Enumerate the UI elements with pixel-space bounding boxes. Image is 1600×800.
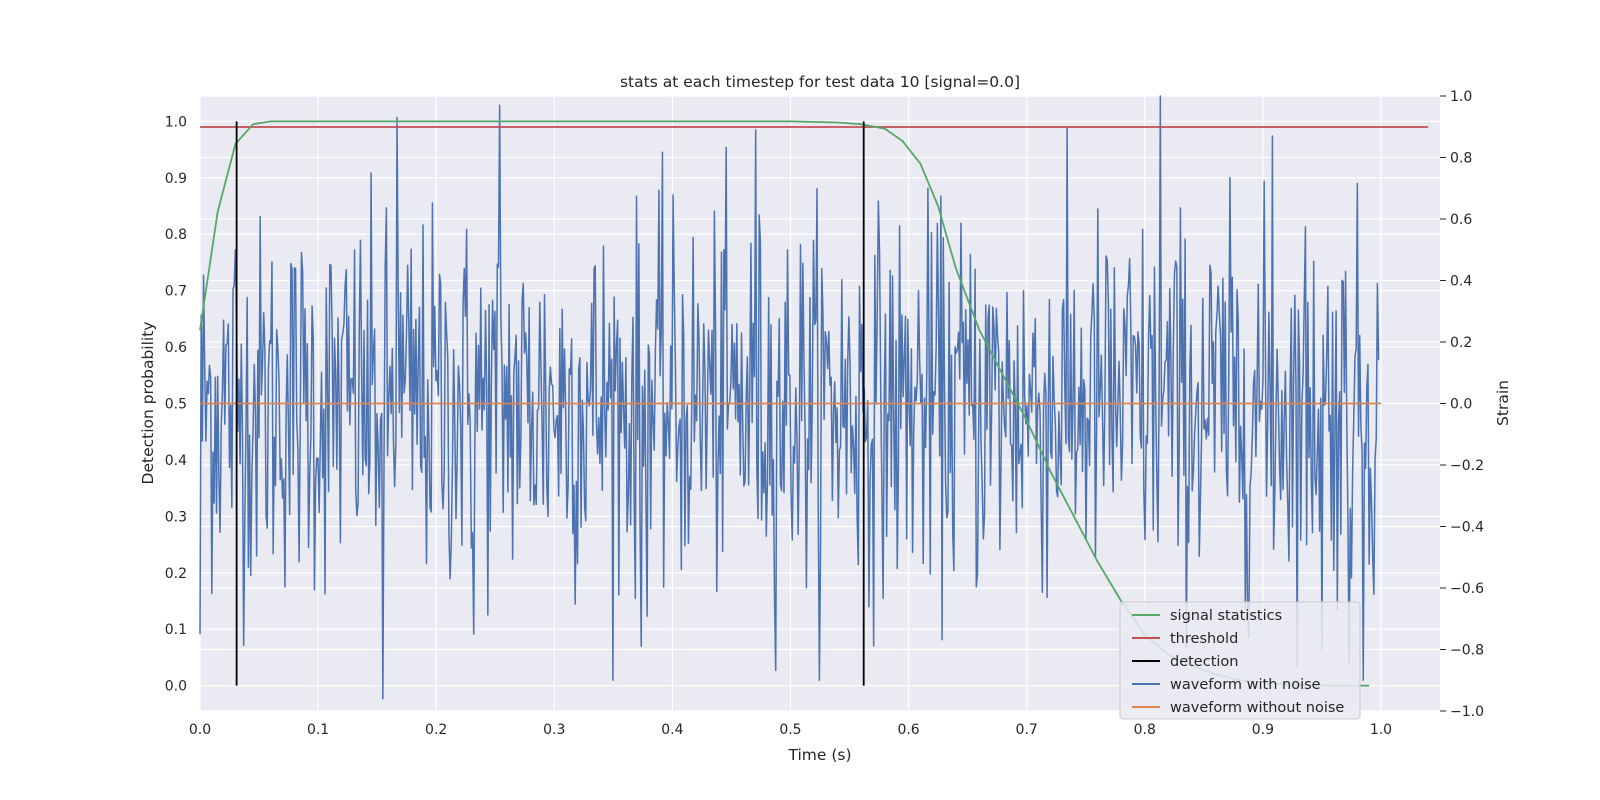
x-tick-label: 0.1 <box>307 722 329 738</box>
x-tick-label: 1.0 <box>1370 722 1392 738</box>
legend-label-waveform-with-noise: waveform with noise <box>1170 677 1321 693</box>
y-left-tick-label: 0.5 <box>165 397 187 413</box>
y-right-tick-label: −0.8 <box>1450 643 1484 659</box>
y-right-tick-label: −1.0 <box>1450 704 1484 720</box>
y-left-tick-label: 0.1 <box>165 622 187 638</box>
y-left-tick-label: 0.7 <box>165 284 187 300</box>
x-tick-label: 0.6 <box>897 722 919 738</box>
y-left-tick-label: 0.6 <box>165 340 187 356</box>
y-axis-label-right: Strain <box>1494 380 1512 426</box>
y-right-tick-label: −0.2 <box>1450 458 1484 474</box>
y-right-tick-label: −0.6 <box>1450 581 1484 597</box>
y-right-tick-label: 0.2 <box>1450 335 1472 351</box>
y-left-tick-label: 0.2 <box>165 566 187 582</box>
x-tick-label: 0.0 <box>189 722 211 738</box>
legend-label-threshold: threshold <box>1170 631 1238 647</box>
x-tick-label: 0.8 <box>1134 722 1156 738</box>
y-right-tick-label: 1.0 <box>1450 89 1472 105</box>
x-tick-label: 0.4 <box>661 722 683 738</box>
x-tick-label: 0.9 <box>1252 722 1274 738</box>
x-tick-label: 0.5 <box>779 722 801 738</box>
y-axis-label-left: Detection probability <box>139 322 157 485</box>
legend: signal statistics threshold detection wa… <box>1119 601 1361 720</box>
y-left-tick-label: 0.3 <box>165 509 187 525</box>
waveform-with-noise-line <box>199 95 1380 700</box>
x-tick-label: 0.2 <box>425 722 447 738</box>
legend-box <box>1119 601 1361 720</box>
x-tick-label: 0.7 <box>1016 722 1038 738</box>
y-left-tick-label: 0.8 <box>165 227 187 243</box>
legend-label-waveform-without-noise: waveform without noise <box>1170 700 1344 716</box>
y-right-tick-label: 0.4 <box>1450 274 1472 290</box>
y-right-tick-label: −0.4 <box>1450 520 1484 536</box>
x-tick-label: 0.3 <box>543 722 565 738</box>
y-right-tick-label: 0.8 <box>1450 151 1472 167</box>
chart-title: stats at each timestep for test data 10 … <box>620 73 1020 91</box>
y-left-tick-label: 0.9 <box>165 171 187 187</box>
y-right-tick-label: 0.6 <box>1450 212 1472 228</box>
y-right-tick-label: 0.0 <box>1450 397 1472 413</box>
y-left-tick-label: 0.0 <box>165 679 187 695</box>
y-left-tick-label: 1.0 <box>165 114 187 130</box>
legend-label-signal-statistics: signal statistics <box>1170 608 1282 624</box>
x-axis-label: Time (s) <box>787 746 851 764</box>
y-left-tick-label: 0.4 <box>165 453 187 469</box>
legend-label-detection: detection <box>1170 654 1238 670</box>
tick-labels: 0.0 0.1 0.2 0.3 0.4 0.5 0.6 0.7 0.8 0.9 1.0 0.0 0.1 0… <box>165 89 1484 738</box>
